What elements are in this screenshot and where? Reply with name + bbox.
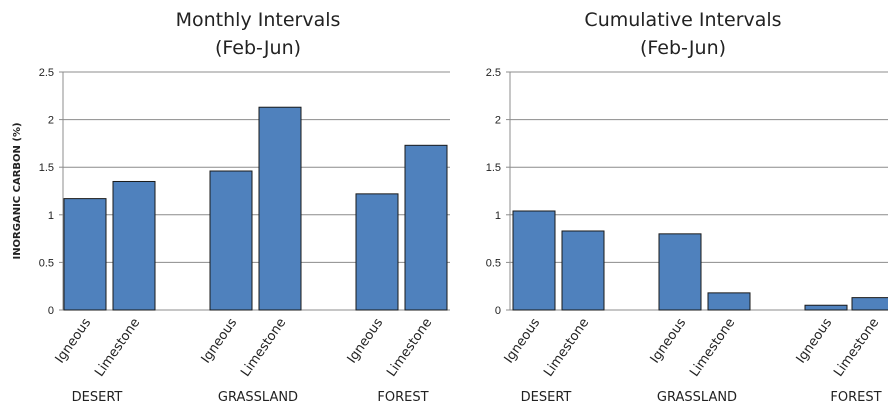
chart-title-line2: (Feb-Jun) bbox=[640, 37, 726, 59]
y-tick-label: 2.5 bbox=[486, 67, 501, 79]
x-tick-label: Limestone bbox=[92, 316, 143, 380]
bar-grassland-limestone bbox=[707, 292, 751, 311]
bar-forest-limestone bbox=[404, 144, 448, 311]
x-tick-label: Limestone bbox=[238, 316, 289, 380]
cumulative-intervals-chart: Cumulative Intervals (Feb-Jun) 0 0.5 1 1.5 2… bbox=[486, 9, 888, 405]
y-tick-label: 1 bbox=[495, 210, 501, 222]
x-tick-label: Limestone bbox=[831, 316, 882, 380]
y-tick-label: 0.5 bbox=[39, 257, 54, 269]
x-tick-label: Igneous bbox=[53, 316, 95, 367]
x-tick-label: Igneous bbox=[345, 316, 387, 367]
bar-desert-limestone bbox=[112, 180, 156, 311]
group-label-grassland: GRASSLAND bbox=[657, 390, 737, 405]
bar-grassland-igneous bbox=[658, 233, 702, 311]
y-tick-label: 0 bbox=[495, 305, 501, 317]
bar-forest-limestone bbox=[851, 297, 888, 311]
bar-grassland-limestone bbox=[258, 106, 302, 311]
bar-desert-igneous bbox=[63, 198, 107, 311]
bar-forest-igneous bbox=[355, 193, 399, 311]
group-label-forest: FOREST bbox=[830, 390, 881, 405]
y-tick-label: 0.5 bbox=[486, 257, 501, 269]
x-tick-label: Limestone bbox=[384, 316, 435, 380]
group-label-grassland: GRASSLAND bbox=[218, 390, 298, 405]
x-tick-label: Limestone bbox=[687, 316, 738, 380]
x-tick-label: Limestone bbox=[541, 316, 592, 380]
group-label-desert: DESERT bbox=[521, 390, 572, 405]
bar-desert-limestone bbox=[561, 230, 605, 311]
monthly-intervals-chart: Monthly Intervals (Feb-Jun) INORGANIC CA… bbox=[12, 9, 450, 405]
y-tick-label: 2.5 bbox=[39, 67, 54, 79]
bar-grassland-igneous bbox=[209, 170, 253, 311]
y-tick-label: 2 bbox=[48, 115, 54, 127]
y-axis-label: INORGANIC CARBON (%) bbox=[12, 122, 23, 259]
bar-forest-igneous bbox=[804, 304, 848, 311]
x-tick-label: Igneous bbox=[199, 316, 241, 367]
x-tick-label: Igneous bbox=[794, 316, 836, 367]
y-tick-label: 1 bbox=[48, 210, 54, 222]
chart-title-line1: Cumulative Intervals bbox=[584, 9, 781, 31]
y-tick-label: 1.5 bbox=[39, 162, 54, 174]
x-tick-label: Igneous bbox=[502, 316, 544, 367]
bar-desert-igneous bbox=[512, 210, 556, 311]
group-label-desert: DESERT bbox=[72, 390, 123, 405]
group-label-forest: FOREST bbox=[377, 390, 428, 405]
y-tick-label: 0 bbox=[48, 305, 54, 317]
x-tick-label: Igneous bbox=[648, 316, 690, 367]
y-tick-label: 2 bbox=[495, 115, 501, 127]
chart-title-line1: Monthly Intervals bbox=[176, 9, 341, 31]
y-tick-label: 1.5 bbox=[486, 162, 501, 174]
chart-title-line2: (Feb-Jun) bbox=[215, 37, 301, 59]
